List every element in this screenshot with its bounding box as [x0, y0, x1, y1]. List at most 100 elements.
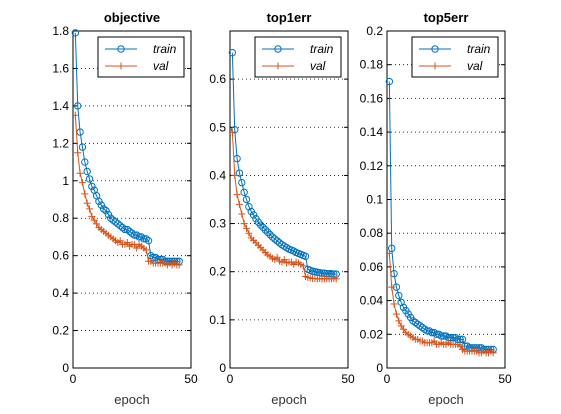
data-point-train	[123, 225, 131, 234]
legend-label-val: val	[310, 59, 326, 73]
y-tick-label: 0.14	[360, 125, 384, 139]
y-tick-label: 0.4	[52, 286, 69, 300]
y-tick-label: 0.04	[360, 294, 384, 308]
data-point-train	[268, 233, 277, 241]
y-tick-label: 0	[62, 361, 69, 375]
x-axis-label: epoch	[271, 392, 306, 407]
legend-box	[411, 36, 499, 78]
data-point-train	[256, 221, 265, 229]
data-point-train	[83, 167, 91, 176]
legend-label-train: train	[153, 42, 177, 56]
data-point-val	[299, 262, 307, 270]
data-point-val	[388, 283, 396, 291]
data-point-train	[238, 178, 246, 187]
y-tick-label: 0.02	[360, 327, 384, 341]
y-tick-label: 0.1	[209, 313, 226, 327]
y-tick-label: 1.6	[52, 61, 69, 75]
y-tick-label: 0.6	[52, 249, 69, 263]
legend-box	[254, 36, 342, 78]
y-tick-label: 0	[219, 361, 226, 375]
legend-label-train: train	[310, 42, 334, 56]
data-point-val	[88, 212, 96, 220]
data-point-train	[301, 252, 310, 261]
data-point-train	[456, 335, 464, 344]
data-point-train	[114, 220, 122, 228]
y-tick-label: 0.2	[366, 24, 383, 38]
data-point-train	[423, 327, 431, 335]
data-point-train	[102, 207, 110, 215]
legend-marker-val	[117, 62, 125, 70]
x-tick-label: 0	[384, 372, 391, 386]
data-point-val	[238, 210, 246, 218]
data-point-train	[88, 182, 96, 191]
y-tick-label: 0.8	[52, 211, 69, 225]
y-tick-label: 1	[62, 174, 69, 188]
data-point-val	[116, 237, 124, 245]
data-point-train	[144, 236, 153, 245]
data-point-train	[85, 175, 94, 183]
data-point-val	[231, 171, 239, 179]
legend-label-train: train	[467, 42, 491, 56]
data-point-val	[142, 246, 150, 254]
chart-title: top1err	[267, 10, 312, 25]
chart-panel-1: 0 0.1 0.2 0.3 0.4 0.5 0.6 0 50 top1err epoch train v…	[209, 10, 355, 407]
data-point-train	[435, 330, 443, 338]
y-tick-label: 0.06	[360, 260, 384, 274]
series-val	[385, 249, 497, 357]
data-point-train	[125, 227, 134, 236]
legend-marker-train	[431, 45, 439, 53]
data-point-train	[95, 197, 103, 206]
data-point-train	[240, 188, 248, 196]
data-point-train	[118, 223, 127, 232]
chart-panel-0: 0 0.2 0.4 0.6 0.8 1 1.2 1.4 1.6 1.8 0 50 objective ep…	[52, 10, 198, 407]
data-point-val	[76, 169, 84, 177]
legend: train val	[254, 36, 342, 78]
chart-title: top5err	[424, 10, 469, 25]
data-point-train	[116, 222, 124, 230]
plot-area	[72, 30, 192, 369]
data-point-val	[233, 191, 241, 199]
legend-marker-train	[274, 45, 282, 53]
y-tick-label: 0.08	[360, 226, 384, 240]
data-point-train	[74, 102, 82, 110]
x-tick-label: 50	[498, 372, 512, 386]
data-point-train	[421, 325, 429, 333]
y-tick-label: 0.3	[209, 217, 226, 231]
data-point-train	[104, 210, 113, 219]
x-tick-label: 0	[70, 372, 77, 386]
data-point-train	[231, 125, 239, 134]
data-point-train	[97, 201, 106, 209]
data-point-train	[395, 291, 403, 300]
data-point-train	[439, 332, 448, 340]
data-point-val	[78, 179, 86, 187]
data-point-val	[133, 244, 141, 252]
data-point-train	[442, 332, 450, 340]
y-tick-label: 0.6	[209, 72, 226, 86]
data-point-val	[385, 249, 393, 257]
data-point-val	[395, 317, 403, 325]
legend-marker-train	[117, 45, 125, 53]
data-point-train	[428, 328, 436, 337]
plot-area	[386, 30, 506, 369]
series-val	[71, 111, 183, 269]
x-tick-label: 50	[341, 372, 355, 386]
y-tick-label: 0.4	[209, 168, 226, 182]
data-point-train	[142, 235, 150, 243]
legend-marker-val	[274, 62, 282, 70]
data-point-train	[107, 214, 115, 222]
data-point-val	[93, 220, 101, 228]
data-point-train	[128, 229, 136, 237]
data-point-train	[432, 330, 441, 338]
data-point-train	[137, 233, 146, 241]
series-train	[71, 29, 183, 265]
data-point-train	[430, 328, 438, 337]
data-point-train	[437, 332, 445, 340]
data-point-val	[273, 253, 281, 261]
y-tick-label: 1.4	[52, 99, 69, 113]
y-tick-label: 1.8	[52, 24, 69, 38]
data-point-train	[135, 233, 143, 241]
x-tick-label: 50	[184, 372, 198, 386]
data-point-train	[271, 235, 279, 243]
data-point-train	[266, 230, 274, 239]
